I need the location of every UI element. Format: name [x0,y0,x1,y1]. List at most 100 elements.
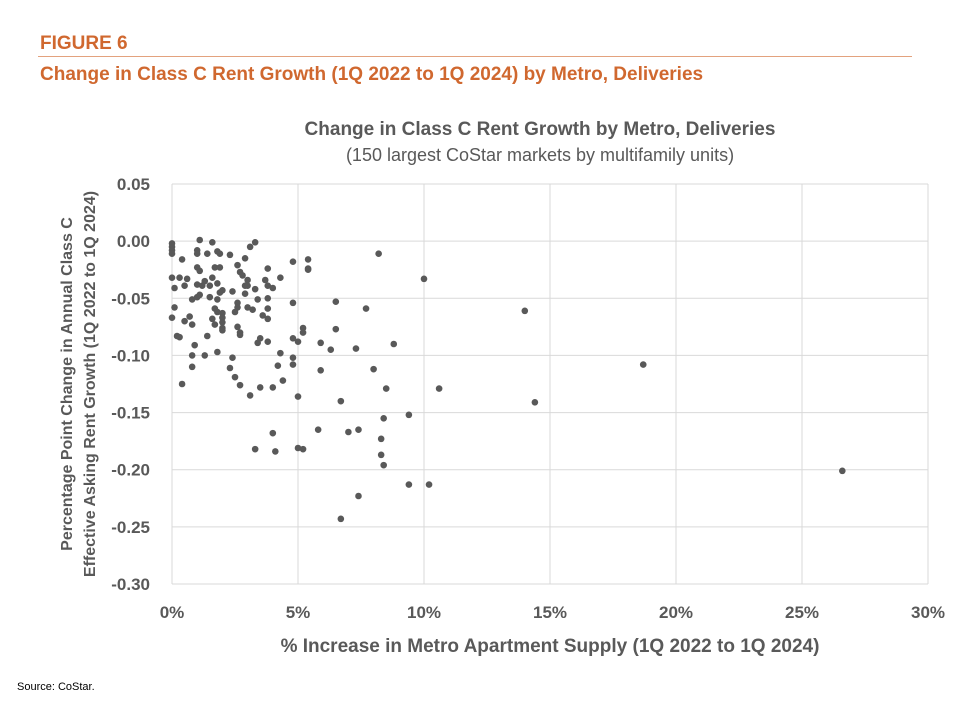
data-point [355,426,362,434]
data-point [183,275,191,283]
data-point [277,274,284,282]
data-point [256,384,264,391]
data-point [244,282,251,290]
data-point [181,282,188,290]
data-point [188,296,196,303]
data-point [435,385,443,392]
data-point [272,448,279,455]
data-point [203,250,211,258]
data-point [261,276,269,284]
data-point [839,467,846,475]
data-point [317,339,324,347]
data-point [178,256,186,263]
data-point [355,492,362,500]
x-tick-label: 10% [407,603,441,622]
data-point [289,334,297,342]
data-point [219,326,226,334]
x-tick-label: 5% [286,603,311,622]
data-point [211,264,219,271]
data-point [244,276,251,284]
x-tick-label: 0% [160,603,185,622]
data-point [178,380,186,388]
data-point [521,307,529,315]
data-point [362,305,370,312]
data-point [251,238,259,246]
data-point [188,321,196,328]
gridlines [171,183,929,585]
y-tick-label: 0.05 [117,175,150,194]
data-point [299,329,307,336]
y-axis-title-line1: Percentage Point Change in Annual Class … [59,217,76,551]
data-point [269,384,277,391]
data-point [168,250,176,258]
data-point [332,298,340,306]
data-point [244,304,251,311]
data-point [193,250,201,258]
data-point [216,250,224,258]
data-point [294,444,302,452]
data-point [201,277,209,285]
data-point [234,299,241,307]
data-point [231,373,239,381]
data-point [337,397,345,405]
data-point [171,284,178,292]
data-point [420,275,428,283]
data-point [264,265,272,272]
data-point [377,435,385,443]
data-point [380,414,387,422]
data-point [219,318,226,326]
data-point [191,341,198,349]
data-point [214,308,221,316]
data-point [294,338,302,346]
data-point [531,398,539,406]
data-point [211,321,219,328]
x-tick-label: 20% [659,603,693,622]
data-point [251,445,259,453]
x-tick-label: 15% [533,603,567,622]
y-tick-label: -0.30 [111,575,150,594]
data-point [251,285,259,293]
data-point [241,290,249,298]
data-point [209,238,216,246]
data-point [176,274,183,282]
data-point [269,429,277,437]
data-point [196,291,204,299]
header-divider [38,56,912,57]
data-point [181,317,188,325]
y-tick-labels: 0.05 0.00 -0.05 -0.10 -0.15 -0.20 -0.25 -0.30 [111,175,150,594]
data-point [259,312,267,319]
data-point [289,361,297,368]
data-point [289,258,297,266]
data-point [405,481,413,488]
data-point [337,515,345,523]
data-point [193,281,201,288]
x-axis-title: % Increase in Metro Apartment Supply (1Q… [281,636,820,657]
y-tick-label: -0.20 [111,461,150,480]
data-point [254,296,261,303]
data-point [186,313,193,320]
data-point [264,315,272,323]
data-point [246,243,254,251]
data-point [249,306,256,314]
data-point [264,338,272,346]
data-point [425,481,433,488]
data-point [299,445,307,453]
source-note: Source: CoStar. [17,681,95,693]
data-points [168,236,846,523]
y-axis-title-line2: Effective Asking Rent Growth (1Q 2022 to… [82,191,99,577]
data-point [345,428,352,436]
data-point [226,364,234,372]
data-point [229,288,236,295]
data-point [294,393,302,400]
y-tick-label: -0.10 [111,346,150,365]
data-point [196,267,204,275]
x-tick-label: 30% [911,603,945,622]
data-point [304,256,312,263]
chart-title: Change in Class C Rent Growth by Metro, … [305,119,776,140]
data-point [289,299,297,307]
data-point [405,411,413,419]
data-point [171,304,178,311]
data-point [188,363,196,371]
data-point [327,346,335,354]
